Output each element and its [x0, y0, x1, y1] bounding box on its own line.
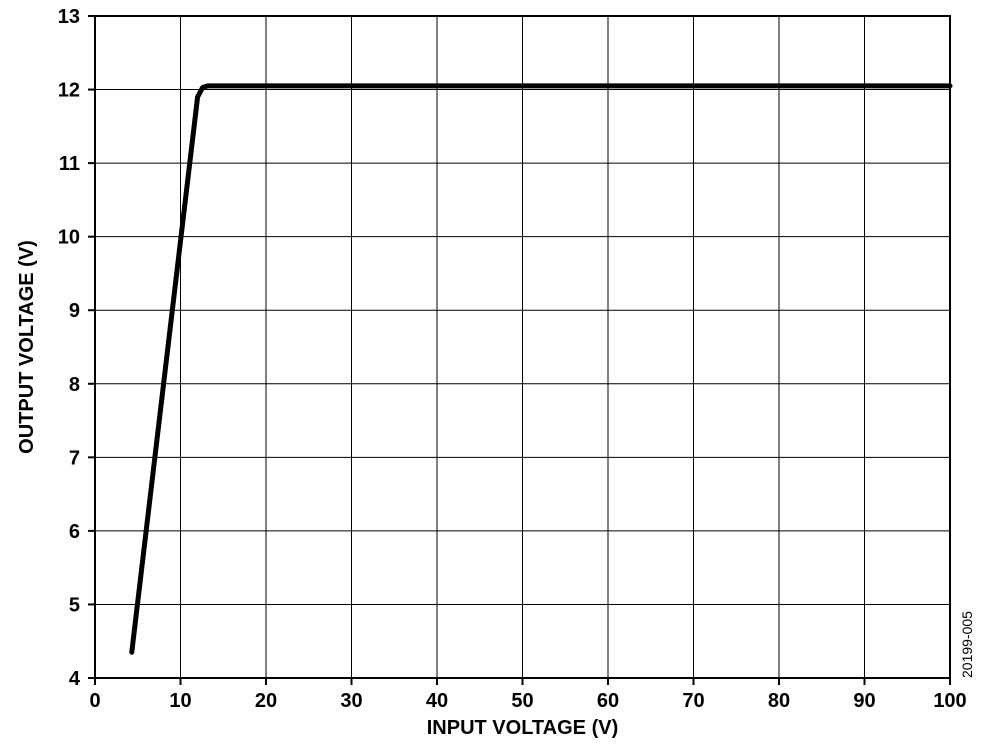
y-tick-label: 4 [69, 668, 81, 690]
x-tick-label: 10 [169, 690, 191, 712]
y-tick-label: 13 [58, 6, 80, 28]
x-tick-label: 50 [511, 690, 533, 712]
line-chart: 0 10 20 30 40 50 60 70 80 90 100 4 5 6 7 8 9 10 11 12 13 INPU… [0, 0, 987, 753]
y-tick-label: 7 [69, 447, 80, 469]
x-tick-label: 80 [768, 690, 790, 712]
x-tick-label: 40 [426, 690, 448, 712]
x-tick-label: 0 [89, 690, 100, 712]
y-tick-label: 11 [59, 153, 80, 175]
x-tick-label: 60 [597, 690, 619, 712]
y-tick-label: 10 [58, 227, 80, 249]
chart-container: 0 10 20 30 40 50 60 70 80 90 100 4 5 6 7 8 9 10 11 12 13 INPU… [0, 0, 987, 753]
figure-id-label: 20199-005 [959, 611, 975, 678]
x-tick-label: 100 [933, 690, 966, 712]
x-tick-label: 70 [682, 690, 704, 712]
y-axis-label: OUTPUT VOLTAGE (V) [16, 240, 38, 454]
x-tick-label: 20 [255, 690, 277, 712]
x-axis-label: INPUT VOLTAGE (V) [427, 717, 618, 739]
y-tick-label: 12 [58, 80, 80, 102]
x-tick-label: 30 [340, 690, 362, 712]
y-tick-label: 6 [69, 521, 80, 543]
y-tick-label: 9 [69, 300, 80, 322]
x-tick-label: 90 [853, 690, 875, 712]
y-tick-label: 8 [69, 374, 80, 396]
y-tick-label: 5 [69, 594, 80, 616]
